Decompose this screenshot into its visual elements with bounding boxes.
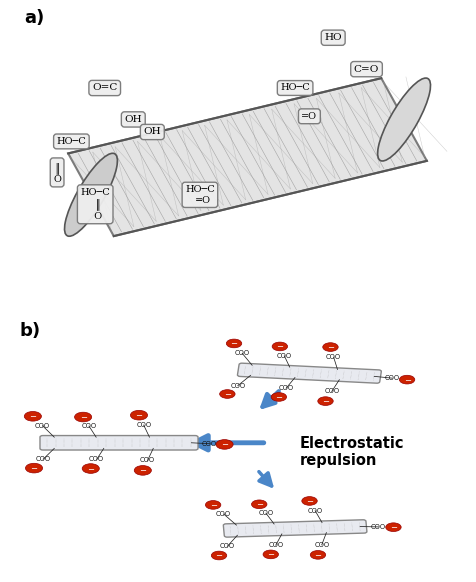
Text: ─: ─ — [278, 342, 282, 351]
Text: ─: ─ — [268, 549, 273, 559]
Text: ─: ─ — [31, 463, 37, 473]
Text: ─: ─ — [88, 464, 93, 473]
Text: COO: COO — [326, 354, 341, 360]
Circle shape — [302, 496, 317, 505]
Circle shape — [310, 551, 326, 559]
Text: COO: COO — [235, 350, 250, 356]
Text: O=C: O=C — [92, 83, 118, 93]
Text: b): b) — [19, 322, 40, 340]
Text: ─: ─ — [211, 500, 216, 509]
Text: ─: ─ — [257, 499, 262, 509]
Text: ─: ─ — [323, 396, 328, 405]
Circle shape — [263, 550, 278, 559]
Text: COO: COO — [140, 457, 155, 463]
Text: OH: OH — [124, 115, 142, 124]
Text: COO: COO — [202, 441, 217, 446]
Circle shape — [271, 393, 287, 402]
Circle shape — [216, 439, 233, 449]
Text: COO: COO — [385, 375, 400, 381]
Text: HO─C: HO─C — [280, 83, 310, 93]
Text: C=O: C=O — [354, 65, 379, 74]
Text: HO: HO — [324, 33, 342, 42]
Text: ─: ─ — [217, 551, 221, 560]
Text: COO: COO — [258, 510, 274, 516]
Text: ─: ─ — [30, 411, 35, 421]
Circle shape — [26, 463, 43, 473]
Text: a): a) — [24, 9, 44, 27]
Text: ║
O: ║ O — [53, 162, 61, 184]
Text: OH: OH — [143, 127, 161, 137]
Text: COO: COO — [278, 385, 294, 391]
Circle shape — [134, 466, 151, 475]
Circle shape — [386, 523, 401, 531]
Text: COO: COO — [371, 524, 386, 530]
Circle shape — [75, 412, 92, 422]
Text: HO─C: HO─C — [57, 137, 86, 146]
Text: COO: COO — [36, 456, 51, 462]
Text: COO: COO — [216, 511, 231, 517]
Text: ─: ─ — [307, 496, 312, 505]
Text: COO: COO — [230, 382, 245, 389]
Text: COO: COO — [81, 423, 97, 429]
Ellipse shape — [377, 78, 430, 161]
Text: =O: =O — [301, 112, 317, 121]
Polygon shape — [68, 78, 427, 236]
Text: COO: COO — [324, 389, 339, 395]
FancyBboxPatch shape — [40, 435, 198, 450]
Circle shape — [251, 500, 267, 509]
Circle shape — [206, 501, 221, 509]
Text: ─: ─ — [405, 375, 409, 384]
Text: COO: COO — [136, 422, 151, 428]
Text: COO: COO — [89, 456, 104, 463]
Text: ─: ─ — [277, 392, 281, 401]
Text: COO: COO — [220, 544, 235, 549]
FancyBboxPatch shape — [238, 363, 381, 383]
Ellipse shape — [65, 153, 118, 236]
Text: COO: COO — [307, 508, 323, 514]
Text: ─: ─ — [231, 339, 237, 347]
Text: ─: ─ — [225, 389, 230, 398]
Circle shape — [318, 397, 333, 406]
Text: ─: ─ — [328, 342, 333, 352]
Text: HO─C
  ║
  O: HO─C ║ O — [80, 188, 110, 221]
Circle shape — [323, 343, 338, 352]
Circle shape — [219, 390, 235, 398]
Text: ─: ─ — [137, 410, 141, 420]
Text: COO: COO — [314, 542, 329, 548]
Circle shape — [226, 339, 242, 348]
Text: ─: ─ — [316, 550, 320, 559]
Text: HO─C
  ═O: HO─C ═O — [185, 185, 215, 204]
Circle shape — [272, 342, 288, 351]
Text: ─: ─ — [80, 412, 86, 421]
Text: ─: ─ — [222, 439, 227, 449]
Text: ─: ─ — [391, 523, 396, 531]
Circle shape — [24, 411, 41, 421]
Circle shape — [211, 551, 227, 560]
Text: ─: ─ — [140, 466, 145, 474]
Text: COO: COO — [268, 542, 283, 548]
Text: COO: COO — [277, 353, 292, 359]
Circle shape — [82, 464, 99, 473]
Text: Electrostatic
repulsion: Electrostatic repulsion — [300, 436, 405, 469]
Circle shape — [399, 375, 415, 384]
Text: COO: COO — [35, 423, 50, 429]
FancyBboxPatch shape — [223, 520, 367, 537]
Circle shape — [130, 410, 148, 420]
